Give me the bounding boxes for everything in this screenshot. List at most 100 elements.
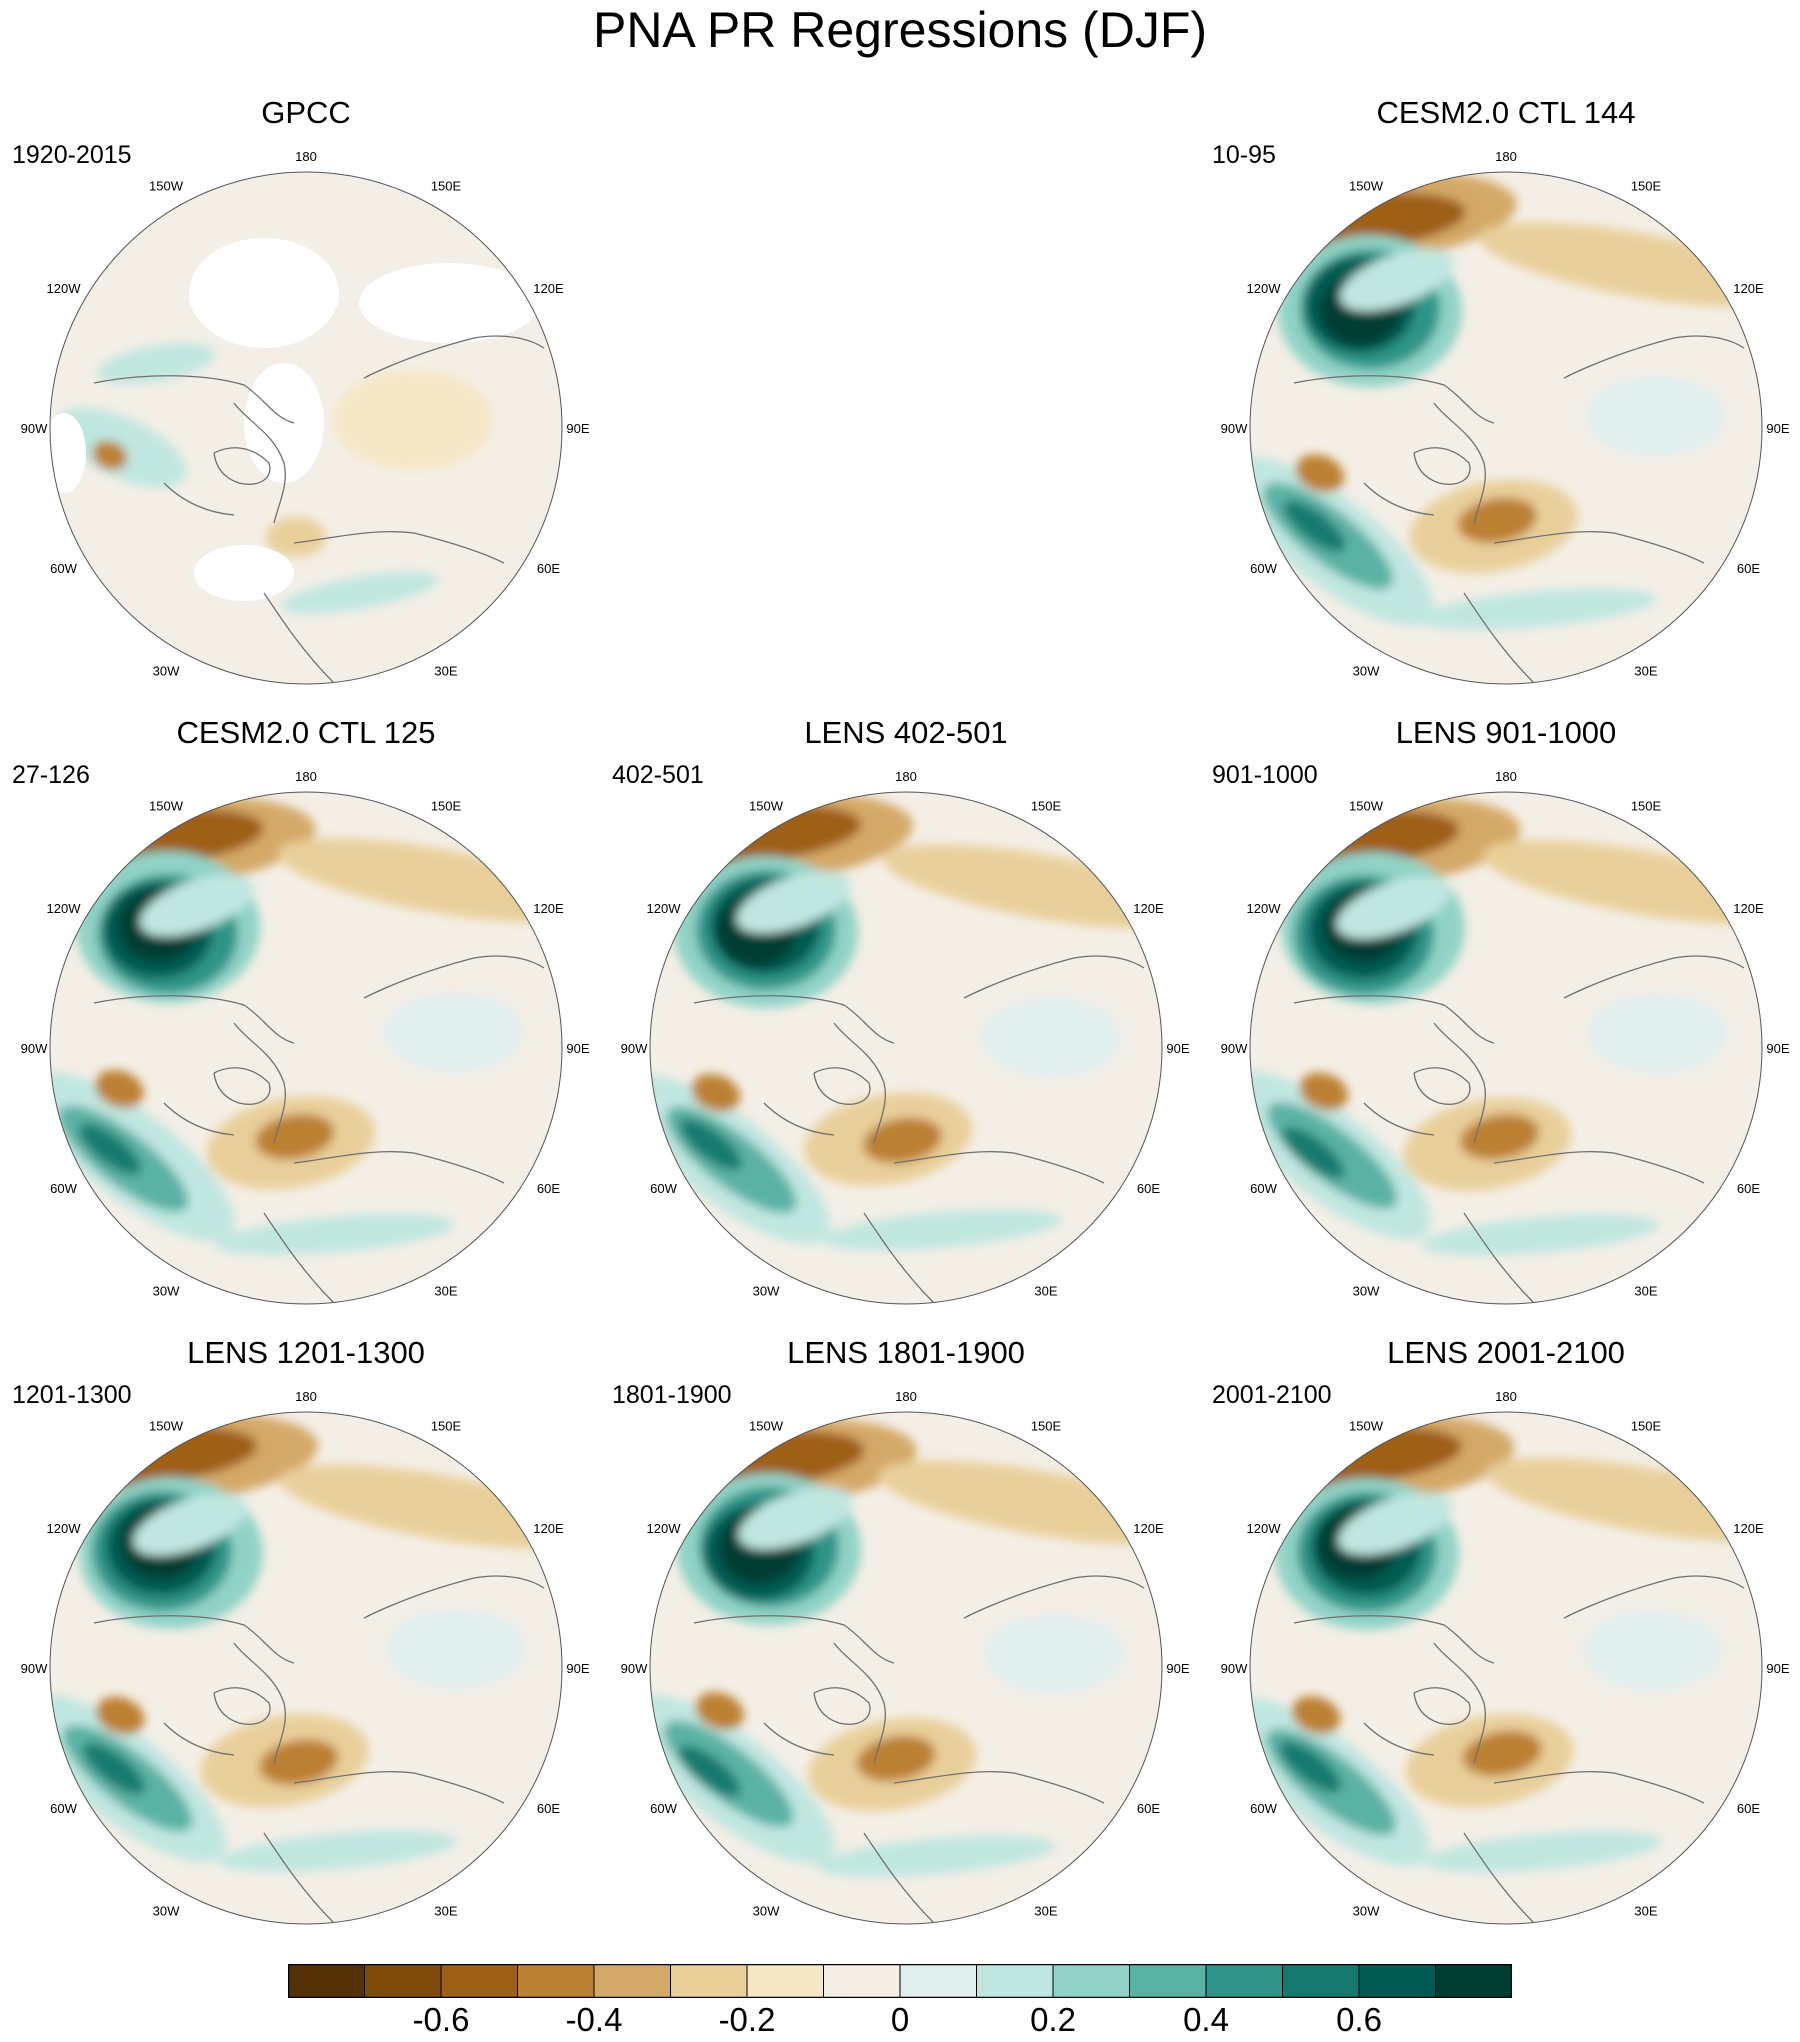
longitude-label: 0	[1502, 693, 1509, 695]
field-shading	[50, 1412, 562, 1924]
field-blob	[878, 1460, 1162, 1545]
field-blob	[1336, 876, 1451, 939]
longitude-label: 120E	[533, 901, 564, 916]
field-shading	[650, 792, 1162, 1304]
map-panel: GPCC 180 150E 120E 90E 60E 30E 0 30W 60W 90W 120W 15…	[6, 95, 606, 695]
field-blob	[92, 440, 128, 471]
field-blob	[1291, 1696, 1341, 1735]
longitude-label: 150E	[1631, 179, 1662, 194]
longitude-label: 60E	[1737, 1181, 1760, 1196]
period-label: 402-501	[612, 761, 704, 789]
field-blob	[862, 1117, 943, 1164]
field-blob	[139, 873, 254, 937]
longitude-label: 90E	[1166, 1041, 1189, 1056]
longitude-label: 60W	[650, 1801, 677, 1816]
longitude-label: 90E	[566, 1661, 589, 1676]
coastlines	[1293, 955, 1745, 1304]
longitude-label: 90E	[1766, 1041, 1789, 1056]
longitude-label: 180	[895, 769, 917, 784]
coastlines	[93, 1575, 545, 1924]
longitude-label: 30E	[1634, 663, 1657, 678]
longitude-label: 0	[902, 1933, 909, 1935]
map-boundary	[649, 791, 1163, 1305]
field-blob	[1479, 222, 1762, 307]
colorbar-swatch	[746, 1964, 824, 1998]
longitude-label: 90W	[1221, 421, 1248, 436]
longitude-label: 60W	[50, 561, 77, 576]
longitude-label: 0	[302, 693, 309, 695]
field-blob	[83, 1742, 146, 1795]
map-panel	[606, 95, 1206, 695]
period-label: 10-95	[1212, 141, 1276, 169]
longitude-label: 90W	[1221, 1661, 1248, 1676]
longitude-label: 60W	[1250, 1801, 1277, 1816]
longitude-label: 120E	[533, 1521, 564, 1536]
field-blob	[1585, 376, 1725, 456]
longitude-label: 180	[1495, 769, 1517, 784]
map-panel: LENS 1201-1300 180 150E 120E 90E 60E 30E 0 30W 60…	[6, 1335, 606, 1935]
field-shading	[50, 792, 562, 1304]
longitude-label: 120E	[1133, 901, 1164, 916]
longitude-label: 90W	[621, 1041, 648, 1056]
longitude-label: 180	[295, 1389, 317, 1404]
colorbar-swatch	[1282, 1964, 1360, 1998]
longitude-label: 60W	[650, 1181, 677, 1196]
map-boundary	[649, 1411, 1163, 1925]
longitude-label: 150W	[749, 799, 784, 814]
longitude-label: 120W	[1247, 901, 1282, 916]
polar-map: 180 150E 120E 90E 60E 30E 0 30W 60W 90W 120W 150W	[21, 1389, 590, 1935]
longitude-label: 30W	[153, 1283, 180, 1298]
colorbar-tick-label: -0.2	[718, 2001, 776, 2038]
period-label: 1801-1900	[612, 1381, 732, 1409]
field-blob	[1338, 1492, 1453, 1555]
missing-data-mask	[50, 238, 539, 601]
field-blob	[215, 1213, 455, 1256]
field-blob	[1299, 1072, 1349, 1111]
colorbar-swatch	[1129, 1964, 1207, 1998]
panel-title: LENS 901-1000	[1395, 715, 1617, 750]
longitude-label: 150E	[1031, 799, 1062, 814]
field-blob	[695, 1692, 744, 1731]
colorbar-swatch	[1205, 1964, 1283, 1998]
field-blob	[981, 997, 1121, 1077]
longitude-label: 90E	[1766, 421, 1789, 436]
longitude-label: 150E	[431, 1419, 462, 1434]
map-panel: LENS 1801-1900 180 150E 120E 90E 60E 30E 0 30W 60…	[606, 1335, 1206, 1935]
field-shading	[1250, 792, 1762, 1304]
longitude-label: 150E	[431, 799, 462, 814]
colorbar-swatch	[823, 1964, 901, 1998]
colorbar-swatch	[1435, 1964, 1512, 1998]
longitude-label: 60E	[1737, 1801, 1760, 1816]
longitude-label: 120W	[1247, 281, 1282, 296]
field-blob	[96, 343, 216, 385]
field-blob	[1462, 1730, 1542, 1777]
panel-title: GPCC	[261, 95, 351, 130]
longitude-label: 90W	[621, 1661, 648, 1676]
map-boundary	[49, 1411, 563, 1925]
longitude-label: 120E	[1733, 1521, 1764, 1536]
colorbar-tick-label: -0.6	[412, 2001, 470, 2038]
longitude-label: 0	[902, 1313, 909, 1315]
map-boundary	[49, 791, 563, 1305]
longitude-label: 60E	[1737, 561, 1760, 576]
longitude-label: 60E	[537, 1181, 560, 1196]
panel-title: CESM2.0 CTL 144	[1376, 95, 1636, 130]
colorbar-tick-label: 0.4	[1183, 2001, 1229, 2038]
field-blob	[277, 838, 562, 923]
panel-title: CESM2.0 CTL 125	[176, 715, 436, 750]
period-label: 901-1000	[1212, 761, 1318, 789]
longitude-label: 60E	[537, 1801, 560, 1816]
field-blob	[1340, 248, 1455, 311]
field-blob	[333, 370, 493, 470]
colorbar-swatch	[440, 1964, 518, 1998]
map-boundary	[1249, 791, 1763, 1305]
longitude-label: 180	[895, 1389, 917, 1404]
longitude-label: 30W	[153, 1903, 180, 1918]
longitude-label: 60W	[50, 1181, 77, 1196]
longitude-label: 150W	[149, 799, 184, 814]
longitude-label: 180	[295, 149, 317, 164]
longitude-label: 60W	[1250, 561, 1277, 576]
field-blob	[95, 1069, 144, 1108]
field-blob	[1588, 993, 1728, 1073]
longitude-label: 150W	[149, 1419, 184, 1434]
